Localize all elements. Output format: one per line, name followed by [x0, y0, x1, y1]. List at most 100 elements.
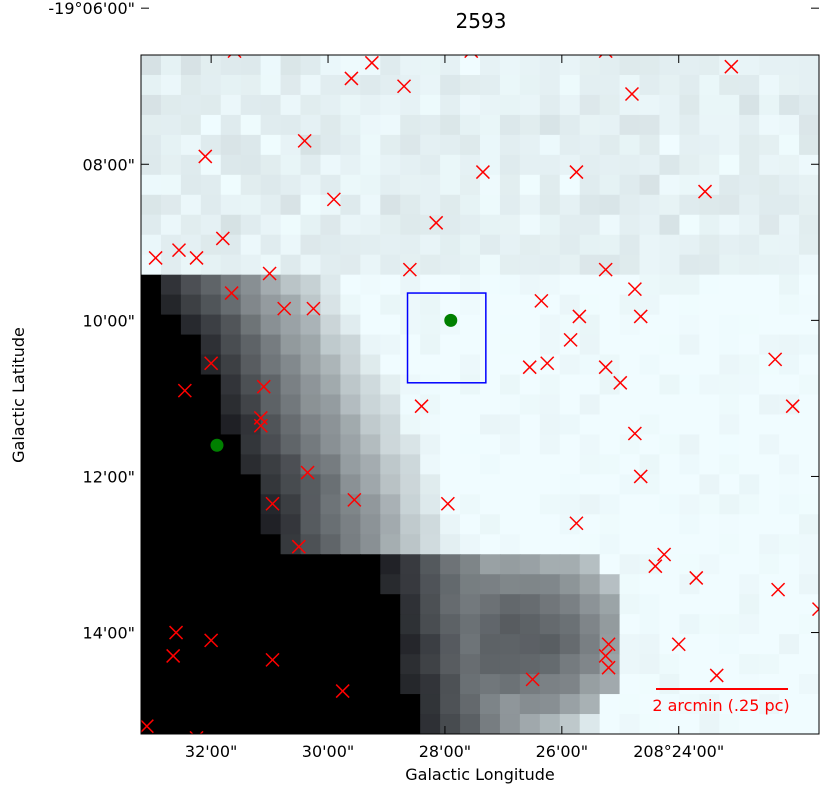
red-x-marker [768, 352, 783, 367]
red-x-marker [440, 496, 455, 511]
map-pixel [719, 414, 740, 436]
map-pixel [440, 94, 461, 116]
map-pixel [799, 614, 819, 635]
map-pixel [220, 694, 242, 715]
map-pixel [699, 334, 720, 356]
map-pixel [300, 634, 322, 655]
y-axis-ticks: -19°06'00" 08'00" 10'00" 12'00" 14'00" [48, 0, 819, 643]
map-pixel [380, 494, 401, 515]
map-pixel [579, 694, 601, 715]
map-pixel [160, 74, 182, 96]
red-x-marker [281, 33, 294, 46]
map-pixel [240, 674, 262, 695]
map-pixel [539, 74, 561, 96]
map-pixel [380, 334, 401, 356]
map-pixel [440, 134, 461, 156]
map-pixel [480, 334, 501, 356]
map-pixel [779, 494, 800, 515]
map-pixel [300, 474, 322, 495]
map-pixel [160, 55, 182, 76]
map-pixel [539, 234, 561, 256]
map-pixel [499, 534, 521, 555]
map-pixel [220, 354, 242, 376]
map-pixel [619, 254, 641, 276]
map-pixel [719, 74, 740, 96]
map-pixel [400, 374, 421, 396]
map-pixel [300, 374, 322, 396]
map-pixel [240, 334, 262, 356]
map-pixel [519, 94, 541, 116]
map-pixel [759, 614, 780, 635]
map-pixel [559, 114, 581, 136]
map-pixel [480, 354, 501, 376]
map-pixel [440, 654, 461, 675]
map-pixel [240, 694, 262, 715]
map-pixel [779, 134, 800, 156]
map-pixel [420, 414, 441, 436]
map-pixel [499, 234, 521, 256]
map-pixel [679, 234, 700, 256]
map-pixel [300, 414, 322, 436]
map-pixel [300, 674, 322, 695]
map-pixel [260, 334, 282, 356]
map-pixel [639, 374, 661, 396]
map-pixel [639, 394, 661, 416]
map-pixel [380, 634, 401, 655]
map-pixel [280, 614, 302, 635]
map-pixel [679, 654, 700, 675]
map-pixel [619, 674, 641, 695]
map-pixel [160, 694, 182, 715]
map-pixel [579, 74, 601, 96]
map-pixel [340, 714, 361, 734]
map-pixel [360, 374, 381, 396]
map-pixel [200, 494, 222, 515]
map-pixel [759, 694, 780, 715]
map-pixel [699, 55, 720, 76]
map-pixel [799, 334, 819, 356]
map-pixel [160, 534, 182, 555]
map-pixel [659, 154, 681, 176]
red-x-marker [598, 648, 613, 663]
map-pixel [440, 694, 461, 715]
map-pixel [519, 574, 541, 595]
map-pixel [519, 614, 541, 635]
map-pixel [699, 174, 720, 196]
map-pixel [320, 594, 342, 615]
map-pixel [499, 334, 521, 356]
map-pixel [280, 314, 302, 336]
map-pixel [799, 354, 819, 376]
map-pixel [360, 414, 381, 436]
map-pixel [679, 334, 700, 356]
map-pixel [639, 414, 661, 436]
map-pixel [679, 614, 700, 635]
map-pixel [639, 234, 661, 256]
map-pixel [400, 314, 421, 336]
red-x-marker [204, 633, 219, 648]
map-pixel [240, 55, 262, 76]
map-pixel [779, 114, 800, 136]
map-pixel [639, 634, 661, 655]
map-pixel [799, 534, 819, 555]
map-pixel [320, 534, 342, 555]
map-pixel [340, 154, 361, 176]
map-pixel [240, 714, 262, 734]
map-pixel [360, 234, 381, 256]
map-pixel [799, 234, 819, 256]
map-pixel [679, 374, 700, 396]
map-pixel [400, 414, 421, 436]
red-x-marker [627, 282, 642, 297]
red-x-marker [540, 356, 555, 371]
map-pixel [180, 454, 202, 475]
map-pixel [719, 234, 740, 256]
map-pixel [240, 254, 262, 276]
map-pixel [280, 654, 302, 675]
map-pixel [141, 474, 162, 495]
map-pixel [639, 674, 661, 695]
map-pixel [420, 474, 441, 495]
y-tick-label: -19°06'00" [48, 0, 135, 18]
map-pixel [719, 274, 740, 296]
map-pixel [280, 354, 302, 376]
map-pixel [420, 354, 441, 376]
map-pixel [539, 534, 561, 555]
map-pixel [141, 614, 162, 635]
